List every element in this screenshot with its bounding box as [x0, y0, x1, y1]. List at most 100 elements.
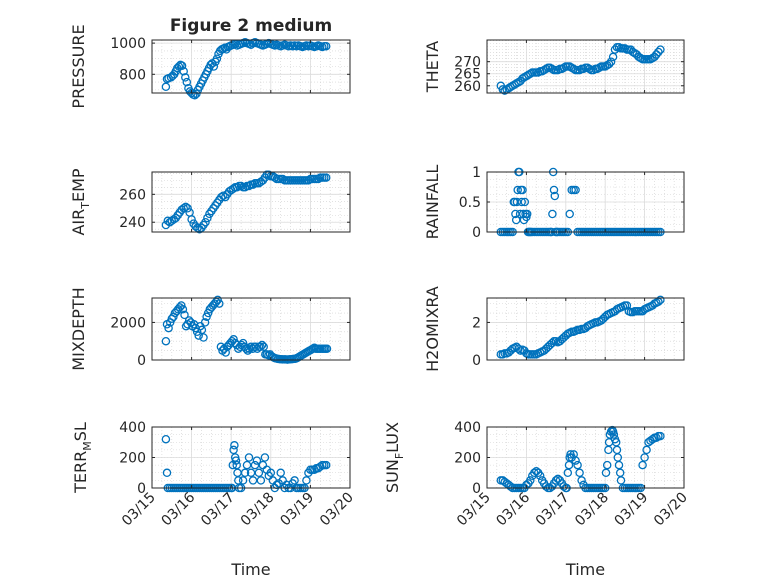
data-point [656, 431, 665, 441]
figure-title: Figure 2 medium [170, 16, 332, 36]
data-point [182, 77, 192, 87]
axes-frame [151, 39, 351, 94]
data-point [549, 185, 559, 195]
data-point [640, 453, 649, 462]
subplot-6: 0 2 H2OMIXRA [423, 286, 685, 372]
data-point [162, 468, 172, 478]
data-point [248, 180, 258, 189]
data-point [304, 176, 313, 185]
data-point [203, 213, 212, 223]
data-point [622, 301, 632, 310]
data-point [654, 47, 663, 57]
data-point [197, 325, 207, 335]
y-tick-label: 400 [119, 420, 146, 436]
data-point [513, 185, 522, 195]
data-point [548, 209, 557, 219]
data-point [526, 476, 535, 485]
y-tick-label: 200 [454, 451, 481, 467]
data-point [316, 462, 325, 471]
data-point [163, 216, 173, 226]
data-point [601, 468, 611, 478]
data-point [230, 441, 239, 450]
y-tick-label: 2000 [110, 315, 146, 331]
data-point [257, 340, 267, 350]
data-point [270, 173, 280, 182]
data-point [256, 342, 265, 352]
data-point [322, 344, 332, 353]
y-axis-label: H2OMIXRA [423, 286, 442, 372]
data-point [178, 305, 188, 314]
y-axis-label: THETA [423, 41, 442, 93]
data-point [656, 295, 665, 305]
data-point [177, 61, 187, 70]
y-tick-label: 800 [119, 67, 146, 83]
data-point [614, 460, 624, 470]
data-point [575, 468, 584, 478]
data-point [571, 456, 580, 465]
data-point [187, 215, 196, 224]
data-point [517, 197, 526, 207]
data-point [181, 202, 190, 212]
data-point [314, 174, 323, 184]
x-axis-label: Time [565, 560, 605, 579]
data-point [547, 338, 557, 348]
data-point [202, 312, 211, 322]
y-tick-label: 0 [472, 353, 481, 369]
y-tick-label: 1 [472, 165, 481, 181]
data-point [577, 476, 586, 485]
data-point [606, 57, 616, 66]
y-tick-label: 0 [137, 481, 146, 497]
data-point [174, 62, 184, 71]
y-tick-label: 1000 [110, 36, 146, 52]
data-point [180, 310, 189, 320]
data-point [219, 191, 228, 200]
data-point [565, 209, 574, 219]
data-point [571, 185, 580, 195]
data-point [290, 476, 299, 485]
data-point [260, 453, 270, 462]
data-point [321, 460, 331, 470]
y-tick-label: 200 [119, 451, 146, 467]
data-point [221, 348, 230, 357]
y-tick-label: 260 [454, 79, 481, 95]
y-axis-label: MIXDEPTH [69, 287, 88, 370]
y-axis-label: PRESSURE [69, 24, 88, 108]
y-tick-label: 260 [119, 187, 146, 203]
data-point [638, 460, 647, 470]
y-tick-label: 2 [472, 315, 481, 331]
data-point [192, 89, 201, 99]
data-point [604, 59, 614, 69]
data-point [183, 204, 192, 213]
data-point [254, 468, 264, 478]
data-point [563, 468, 573, 478]
y-axis-label: SUNFLUX [383, 422, 406, 493]
data-point [231, 456, 241, 465]
data-point [550, 191, 560, 201]
y-tick-label: 0 [472, 481, 481, 497]
data-point [177, 301, 186, 310]
subplot-4: 0 0.5 1 RAINFALL [423, 165, 685, 241]
data-point [636, 53, 645, 63]
series-points [161, 170, 331, 234]
data-point [179, 66, 188, 76]
data-point [212, 54, 222, 63]
y-axis-label: AIRTEMP [69, 168, 92, 235]
data-point [266, 468, 276, 478]
series-points [161, 295, 332, 364]
data-point [656, 45, 665, 54]
data-point [520, 197, 530, 207]
data-point [209, 62, 219, 71]
data-point [250, 460, 260, 470]
y-tick-label: 400 [454, 420, 481, 436]
y-tick-label: 0 [472, 225, 481, 241]
data-point [236, 181, 246, 191]
data-point [609, 430, 619, 439]
data-point [573, 460, 582, 470]
data-point [541, 482, 551, 491]
data-point [248, 476, 258, 485]
series-points [496, 295, 665, 359]
data-point [229, 445, 238, 455]
data-point [244, 453, 254, 462]
